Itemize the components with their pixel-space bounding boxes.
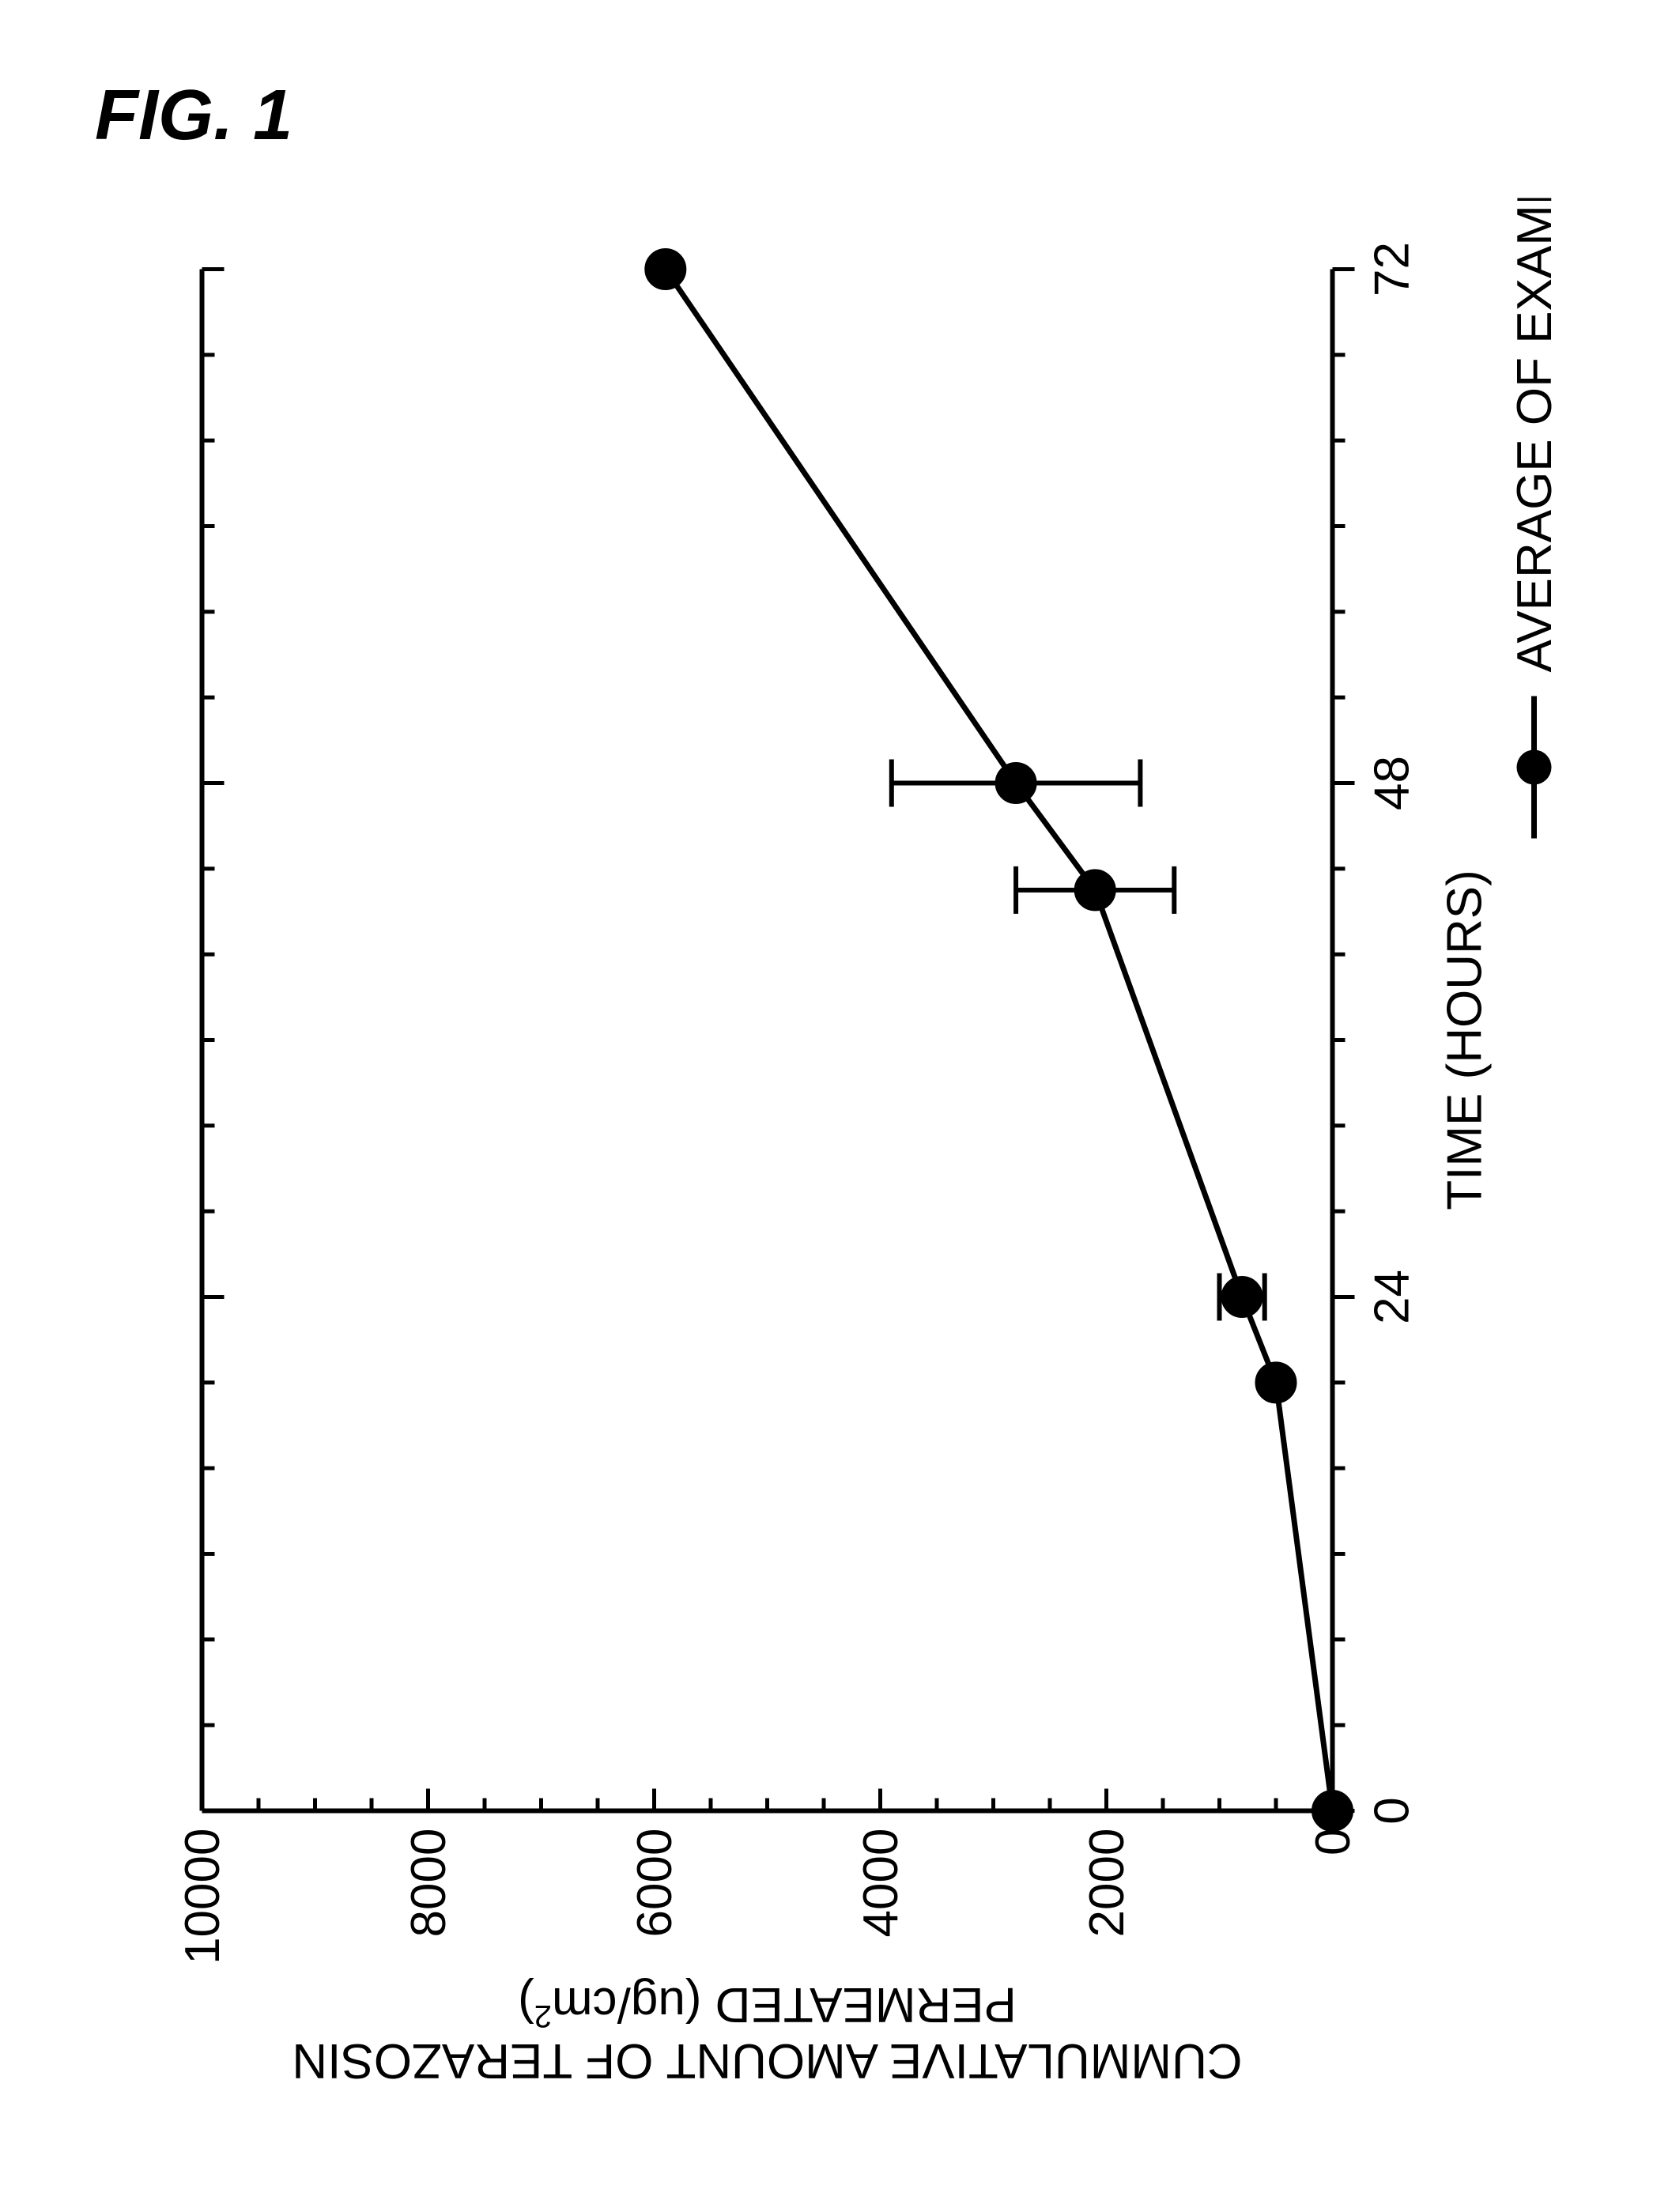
x-tick-label: 72	[1364, 242, 1419, 296]
page: FIG. 1 0 24 48 72 TIME (HOURS) 0 2000 4000 6000 8…	[0, 0, 1672, 2212]
data-point-marker	[1221, 1276, 1262, 1317]
y-tick-label: 2000	[1080, 1828, 1134, 1937]
data-point-marker	[1255, 1361, 1296, 1402]
data-point-marker	[644, 248, 685, 289]
y-axis-label-line: PERMEATED (ug/cm2)	[518, 1976, 1017, 2033]
y-axis-label-line: CUMMULATIVE AMOUNT OF TERAZOSIN	[292, 2033, 1242, 2088]
x-tick-label: 48	[1364, 756, 1419, 810]
data-point-marker	[1074, 869, 1115, 910]
y-tick-label: 10000	[176, 1828, 230, 1964]
y-axis-label-group: CUMMULATIVE AMOUNT OF TERAZOSINPERMEATED…	[292, 1976, 1242, 2087]
legend-label: AVERAGE OF EXAMPLE 1	[1508, 198, 1562, 672]
x-tick-label: 0	[1364, 1797, 1419, 1824]
y-tick-label: 4000	[854, 1828, 908, 1937]
legend-marker	[1516, 749, 1551, 784]
y-tick-label: 0	[1306, 1828, 1361, 1855]
chart-container: 0 24 48 72 TIME (HOURS) 0 2000 4000 6000 8000 1000…	[115, 198, 1573, 2158]
data-point-marker	[995, 762, 1036, 803]
x-tick-label: 24	[1364, 1270, 1419, 1324]
y-tick-label: 8000	[402, 1828, 456, 1937]
x-axis-label: TIME (HOURS)	[1437, 870, 1492, 1210]
figure-label: FIG. 1	[95, 75, 293, 157]
data-point-marker	[1312, 1790, 1353, 1831]
series-line	[665, 269, 1332, 1810]
permeation-chart: 0 24 48 72 TIME (HOURS) 0 2000 4000 6000 8000 1000…	[115, 198, 1573, 2158]
y-tick-label: 6000	[628, 1828, 682, 1937]
